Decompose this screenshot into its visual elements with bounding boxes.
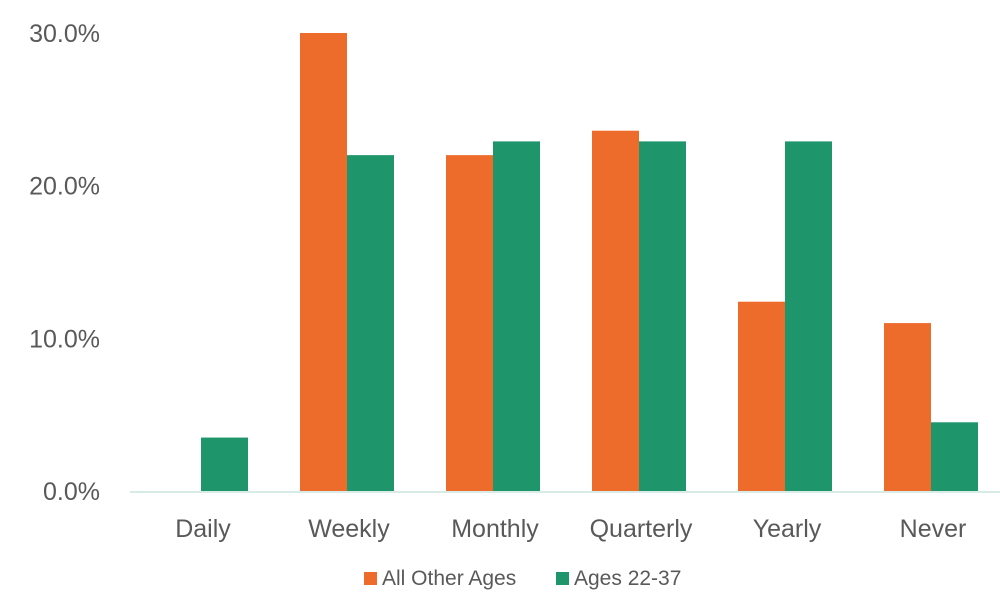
bar-ages-22-37-weekly [347,155,394,491]
legend-label: All Other Ages [382,567,516,590]
category-label: Quarterly [590,515,693,543]
category-label: Monthly [451,515,539,543]
y-tick-label: 20.0% [29,173,100,201]
legend: All Other Ages Ages 22-37 [364,567,681,590]
y-tick-label: 10.0% [29,325,100,353]
bar-ages-22-37-daily [201,437,248,491]
y-tick-label: 0.0% [43,478,100,506]
legend-ages-22-37: Ages 22-37 [556,567,681,590]
bar-ages-22-37-never [931,422,978,491]
category-label: Never [900,515,967,543]
category-label: Yearly [753,515,822,543]
y-tick-label: 30.0% [29,20,100,48]
legend-swatch [364,572,377,585]
category-label: Weekly [308,515,390,543]
y-axis-ticks: 0.0% 10.0% 20.0% 30.0% [29,20,100,506]
bar-all-other-ages-weekly [300,33,347,491]
legend-all-other-ages: All Other Ages [364,567,516,590]
bar-all-other-ages-monthly [446,155,493,491]
bar-ages-22-37-yearly [785,141,832,492]
category-labels: Daily Weekly Monthly Quarterly Yearly Never [175,515,966,543]
legend-label: Ages 22-37 [574,567,681,590]
bar-all-other-ages-quarterly [592,130,639,491]
bar-ages-22-37-quarterly [639,141,686,492]
category-label: Daily [175,515,231,543]
bar-ages-22-37-monthly [493,141,540,492]
bar-all-other-ages-never [884,323,931,491]
bar-all-other-ages-yearly [738,301,785,491]
legend-swatch [556,572,569,585]
bars [201,33,978,492]
